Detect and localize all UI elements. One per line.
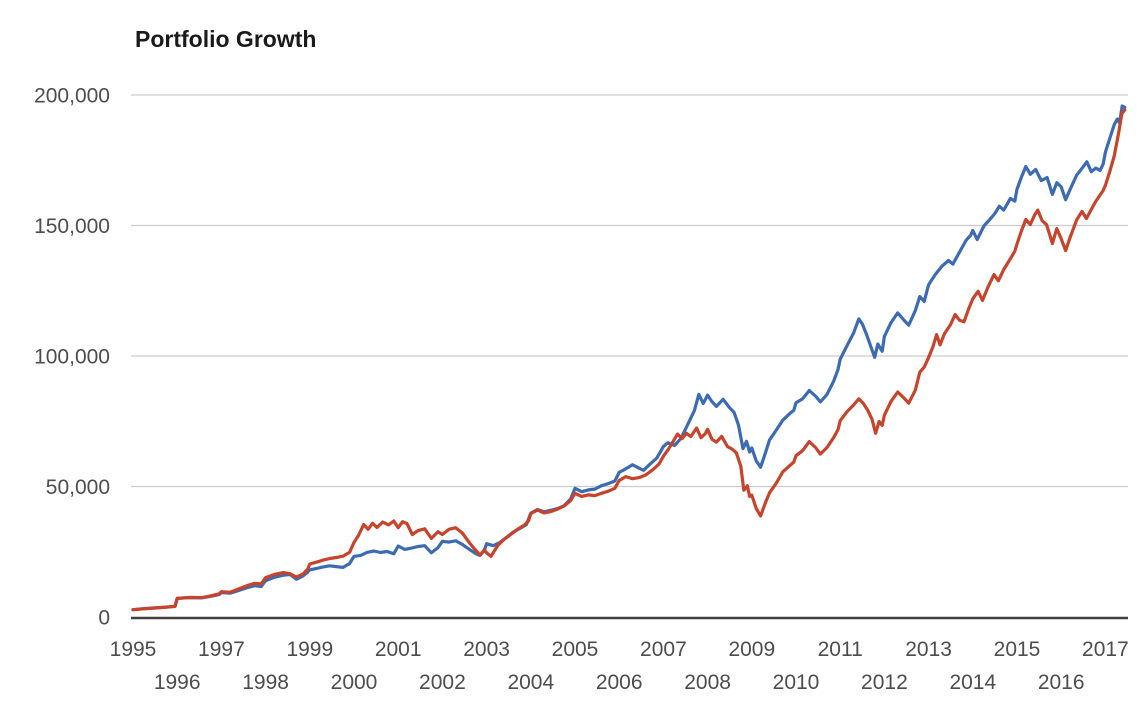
x-tick-label-1995: 1995 xyxy=(110,638,157,661)
x-tick-label-2017: 2017 xyxy=(1082,638,1129,661)
series-lines xyxy=(131,104,1127,612)
y-tick-label-200000: 200,000 xyxy=(34,85,110,108)
gridlines xyxy=(131,94,1128,488)
y-axis-labels: 0 50,000 100,000 150,000 200,000 xyxy=(34,85,110,630)
x-tick-label-2012: 2012 xyxy=(861,671,908,694)
y-tick-label-0: 0 xyxy=(98,607,110,630)
x-tick-label-1998: 1998 xyxy=(242,671,289,694)
x-tick-label-2006: 2006 xyxy=(596,671,643,694)
x-tick-label-1999: 1999 xyxy=(286,638,333,661)
x-tick-label-2004: 2004 xyxy=(507,671,554,694)
y-tick-label-50000: 50,000 xyxy=(46,476,110,499)
x-tick-label-2013: 2013 xyxy=(905,638,952,661)
x-tick-label-1996: 1996 xyxy=(154,671,201,694)
x-tick-label-2002: 2002 xyxy=(419,671,466,694)
x-tick-label-2007: 2007 xyxy=(640,638,687,661)
y-tick-label-100000: 100,000 xyxy=(34,346,110,369)
series-line-portfolio-2-red[interactable] xyxy=(131,108,1127,612)
x-axis-labels: 1995 1997 1999 2001 2003 2005 2007 2009 2011 2013… xyxy=(110,638,1129,694)
series-line-portfolio-1-blue[interactable] xyxy=(131,104,1127,612)
chart-title: Portfolio Growth xyxy=(135,26,316,52)
x-tick-label-2005: 2005 xyxy=(552,638,599,661)
x-tick-label-2014: 2014 xyxy=(949,671,996,694)
x-tick-label-2015: 2015 xyxy=(994,638,1041,661)
x-tick-label-2000: 2000 xyxy=(331,671,378,694)
x-tick-label-2010: 2010 xyxy=(773,671,820,694)
x-tick-label-2009: 2009 xyxy=(728,638,775,661)
x-tick-label-2001: 2001 xyxy=(375,638,422,661)
x-tick-label-2008: 2008 xyxy=(684,671,731,694)
x-tick-label-2016: 2016 xyxy=(1038,671,1085,694)
x-tick-label-2003: 2003 xyxy=(463,638,510,661)
x-tick-label-2011: 2011 xyxy=(818,638,863,661)
y-tick-label-150000: 150,000 xyxy=(34,215,110,238)
x-tick-label-1997: 1997 xyxy=(198,638,245,661)
